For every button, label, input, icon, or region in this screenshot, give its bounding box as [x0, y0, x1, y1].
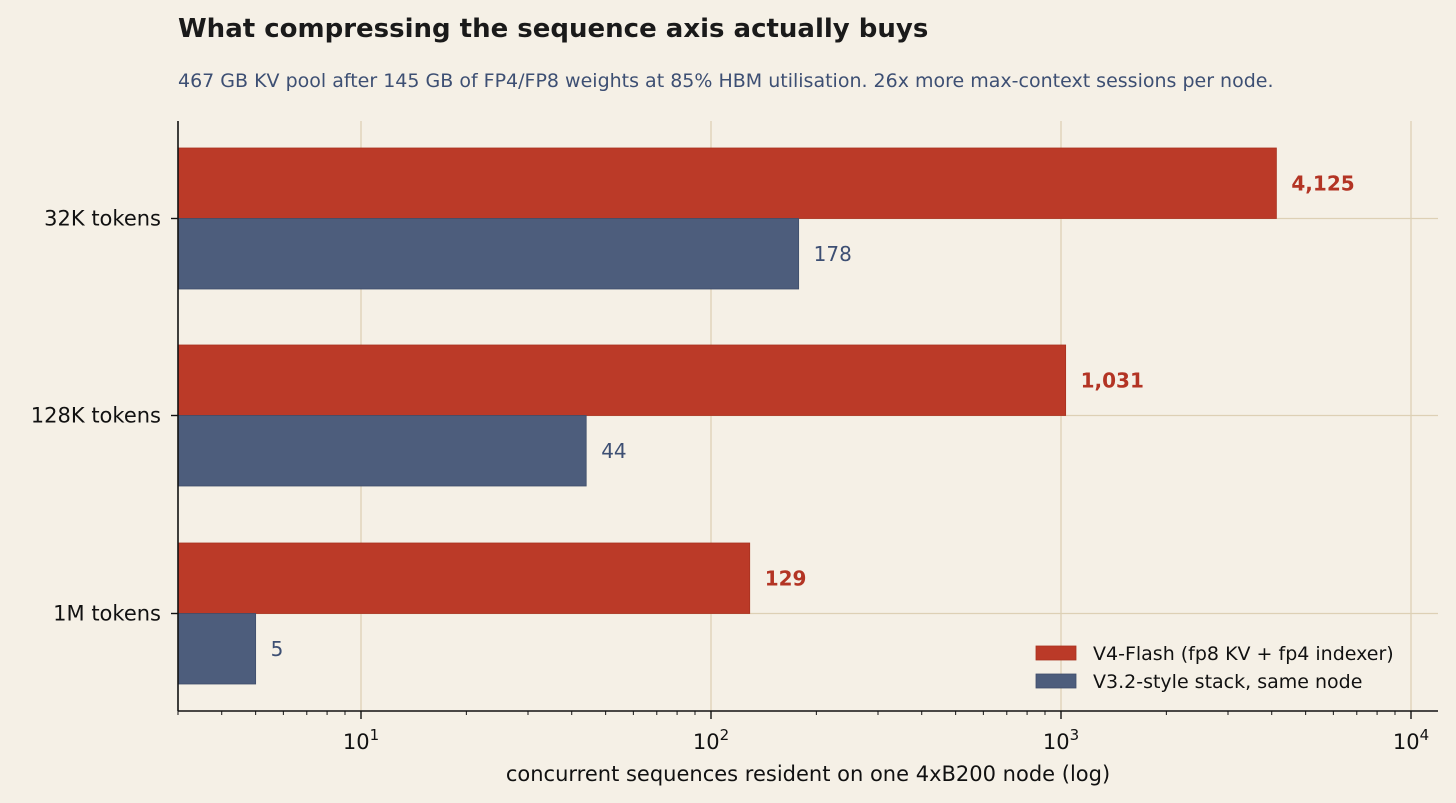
- bar-v4-flash: [177, 344, 1067, 416]
- data-label: 1,031: [1081, 368, 1144, 392]
- y-tick-label: 128K tokens: [31, 404, 161, 428]
- legend-label: V4-Flash (fp8 KV + fp4 indexer): [1093, 643, 1394, 665]
- legend-swatch: [1035, 645, 1077, 661]
- chart-title: What compressing the sequence axis actua…: [178, 14, 929, 44]
- data-label: 178: [814, 242, 852, 266]
- y-tick-label: 1M tokens: [53, 602, 161, 626]
- data-label: 5: [271, 637, 284, 661]
- legend-swatch: [1035, 673, 1077, 689]
- x-tick-label: 101: [343, 726, 379, 754]
- y-tick-label: 32K tokens: [44, 207, 161, 231]
- bar-v32-stack: [177, 415, 587, 487]
- data-label: 129: [765, 566, 807, 590]
- bar-v4-flash: [177, 147, 1277, 219]
- chart-subtitle: 467 GB KV pool after 145 GB of FP4/FP8 w…: [178, 70, 1274, 92]
- x-tick-label: 103: [1043, 726, 1079, 754]
- data-label: 4,125: [1291, 171, 1354, 195]
- x-axis-label: concurrent sequences resident on one 4xB…: [506, 762, 1110, 786]
- legend-label: V3.2-style stack, same node: [1093, 671, 1362, 693]
- x-tick-label: 104: [1393, 726, 1429, 754]
- bar-v4-flash: [177, 542, 751, 614]
- data-label: 44: [601, 439, 626, 463]
- bar-v32-stack: [177, 218, 800, 290]
- bar-v32-stack: [177, 613, 257, 685]
- x-tick-label: 102: [693, 726, 729, 754]
